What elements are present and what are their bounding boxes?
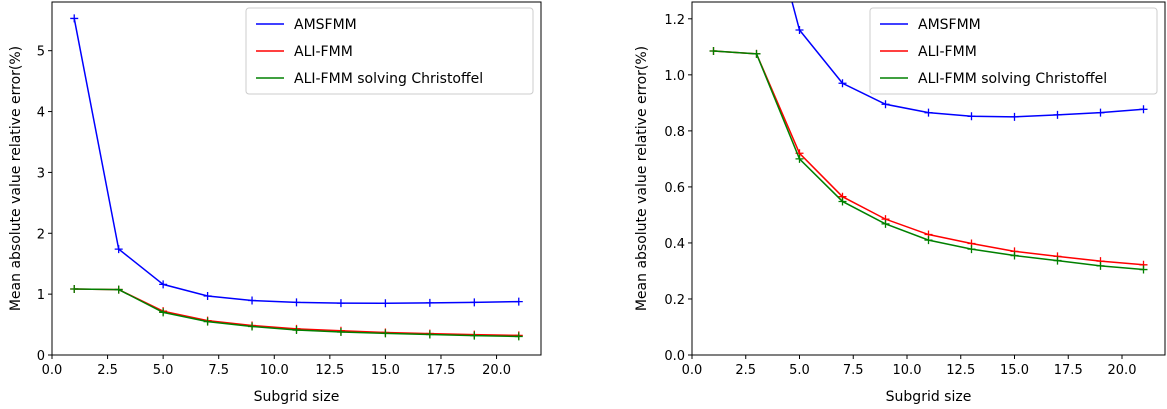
y-tick-label: 4 (37, 106, 45, 121)
axes-frame (691, 1, 1166, 356)
y-tick-label: 1.0 (664, 69, 685, 84)
data-point-s1-7 (967, 112, 976, 121)
y-tick-label: 1 (37, 288, 45, 303)
legend-label-2: ALI-FMM (918, 44, 977, 60)
x-tick-label: 20.0 (1108, 363, 1137, 378)
data-point-s1-5 (881, 100, 890, 109)
y-tick-label: 3 (37, 166, 45, 181)
legend-box (869, 7, 1158, 95)
data-point-s1-10 (470, 298, 479, 307)
x-tick-label: 5.0 (789, 363, 810, 378)
data-point-s3-11 (1139, 265, 1148, 274)
data-point-s3-9 (1053, 256, 1062, 265)
x-tick-label: 0.0 (682, 363, 703, 378)
data-point-s1-11 (514, 297, 523, 306)
data-point-s1-9 (1053, 110, 1062, 119)
x-tick-label: 20.0 (482, 363, 511, 378)
x-tick-label: 15.0 (1000, 363, 1029, 378)
y-tick-label: 0.8 (664, 125, 685, 140)
data-point-s3-10 (470, 331, 479, 340)
legend-label-3: ALI-FMM solving Christoffel (294, 71, 483, 87)
data-point-s3-4 (838, 197, 847, 206)
data-point-s3-3 (795, 154, 804, 163)
data-point-s3-6 (924, 236, 933, 245)
x-axis-label: Subgrid size (886, 389, 972, 405)
data-point-s3-9 (425, 330, 434, 339)
y-tick-label: 0.0 (664, 349, 685, 364)
data-point-s3-5 (881, 219, 890, 228)
data-point-s1-2 (114, 245, 123, 254)
y-axis-label: Mean absolute value relative error(%) (8, 46, 24, 311)
data-point-s3-1 (709, 47, 718, 56)
y-tick-label: 0.6 (664, 181, 685, 196)
data-point-s1-8 (1010, 112, 1019, 121)
data-point-s3-11 (514, 332, 523, 341)
plot-area (70, 14, 523, 341)
data-point-s3-2 (752, 49, 761, 58)
data-point-s3-2 (114, 285, 123, 294)
x-tick-label: 0.0 (42, 363, 63, 378)
data-point-s1-3 (159, 280, 168, 289)
x-tick-label: 12.5 (315, 363, 344, 378)
x-tick-label: 7.5 (208, 363, 229, 378)
data-point-s1-6 (292, 298, 301, 307)
data-point-s1-7 (336, 299, 345, 308)
y-tick-label: 0.2 (664, 293, 685, 308)
data-point-s1-3 (795, 26, 804, 35)
data-point-s1-6 (924, 108, 933, 117)
data-point-s3-4 (203, 317, 212, 326)
axes-frame (51, 1, 542, 356)
legend: AMSFMM ALI-FMM ALI-FMM solving Christoffel (869, 7, 1158, 95)
data-point-s1-4 (838, 79, 847, 88)
data-point-s3-7 (336, 327, 345, 336)
x-tick-label: 2.5 (97, 363, 118, 378)
data-point-s1-11 (1139, 105, 1148, 114)
legend-label-1: AMSFMM (294, 17, 357, 33)
data-point-s3-10 (1096, 261, 1105, 270)
data-point-s1-9 (425, 298, 434, 307)
data-point-s3-1 (70, 284, 79, 293)
x-axis-label: Subgrid size (254, 389, 340, 405)
legend-label-1: AMSFMM (918, 17, 981, 33)
legend-label-2: ALI-FMM (294, 44, 353, 60)
data-point-s3-3 (159, 308, 168, 317)
x-tick-label: 15.0 (371, 363, 400, 378)
y-axis-label: Mean absolute value relative error(%) (634, 46, 650, 311)
legend: AMSFMM ALI-FMM ALI-FMM solving Christoffel (245, 7, 534, 95)
x-tick-label: 17.5 (427, 363, 456, 378)
x-tick-label: 10.0 (260, 363, 289, 378)
y-tick-label: 5 (37, 45, 45, 60)
data-point-s1-1 (70, 14, 79, 23)
x-tick-label: 17.5 (1054, 363, 1083, 378)
chart-panel-2: 0.0 2.5 5.0 7.5 10.0 12.5 15.0 17.5 20.0 0.0 0.2 0.… (634, 1, 1166, 405)
y-tick-label: 0 (37, 349, 45, 364)
data-point-s1-8 (381, 299, 390, 308)
data-point-s1-5 (248, 296, 257, 305)
data-point-s3-8 (381, 329, 390, 338)
legend-box (245, 7, 534, 95)
x-tick-label: 12.5 (946, 363, 975, 378)
data-point-s3-8 (1010, 251, 1019, 260)
chart-panel-1: 0.0 2.5 5.0 7.5 10.0 12.5 15.0 17.5 20.0 0 1 2 3 4 5 Su… (8, 1, 542, 405)
data-point-s3-7 (967, 245, 976, 254)
y-tick-label: 2 (37, 227, 45, 242)
data-point-s3-6 (292, 326, 301, 335)
x-tick-label: 2.5 (735, 363, 756, 378)
data-point-s1-4 (203, 291, 212, 300)
x-tick-label: 7.5 (843, 363, 864, 378)
x-tick-label: 10.0 (893, 363, 922, 378)
legend-label-3: ALI-FMM solving Christoffel (918, 71, 1107, 87)
y-tick-label: 1.2 (664, 13, 685, 28)
plot-area (709, 2, 1148, 274)
y-tick-label: 0.4 (664, 237, 685, 252)
x-tick-label: 5.0 (153, 363, 174, 378)
data-point-s1-10 (1096, 108, 1105, 117)
data-point-s3-5 (248, 322, 257, 331)
